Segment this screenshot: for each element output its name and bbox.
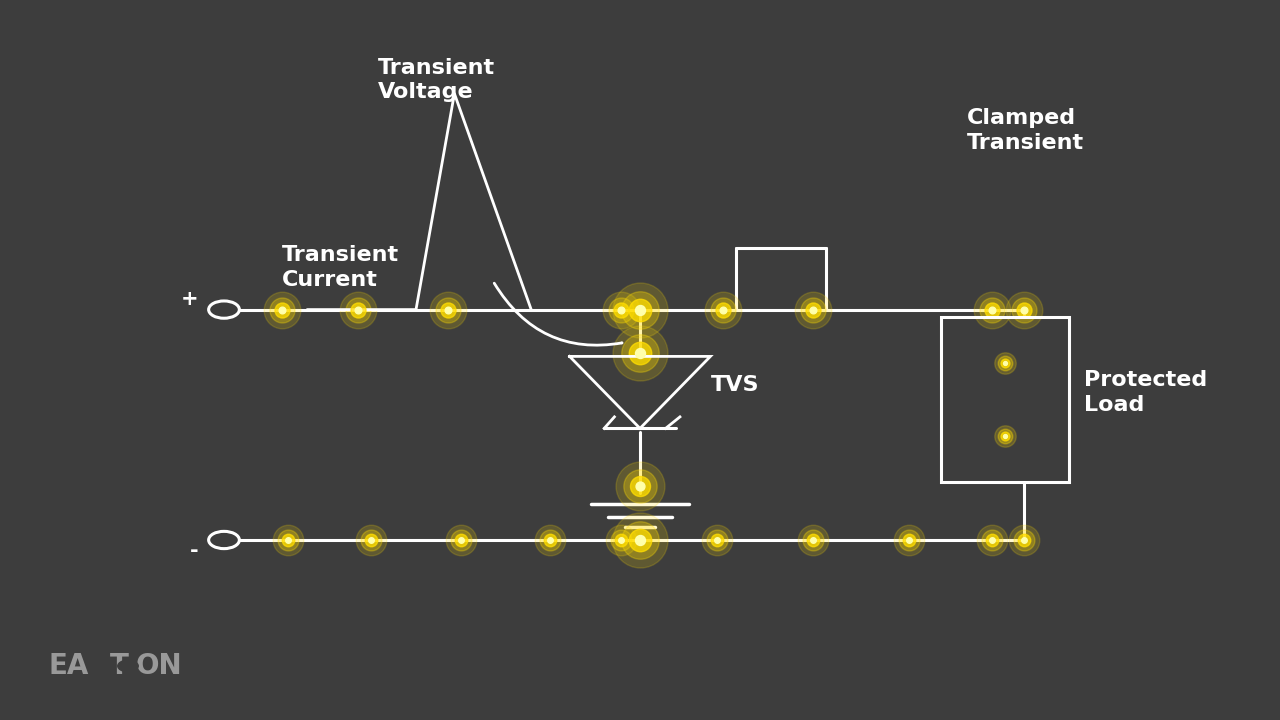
Text: +: +: [180, 289, 198, 309]
Text: -: -: [189, 541, 198, 561]
Text: TVS: TVS: [710, 375, 759, 395]
Text: Transient
Current: Transient Current: [282, 245, 399, 289]
Text: EA: EA: [49, 652, 90, 680]
Text: ON: ON: [136, 652, 182, 680]
Text: Clamped
Transient: Clamped Transient: [966, 108, 1084, 153]
FancyArrowPatch shape: [494, 283, 622, 345]
Bar: [941, 317, 1069, 482]
Text: Transient
Voltage: Transient Voltage: [378, 58, 495, 102]
Text: Protected
Load: Protected Load: [1084, 370, 1207, 415]
Text: T: T: [110, 652, 129, 680]
Circle shape: [118, 660, 138, 672]
